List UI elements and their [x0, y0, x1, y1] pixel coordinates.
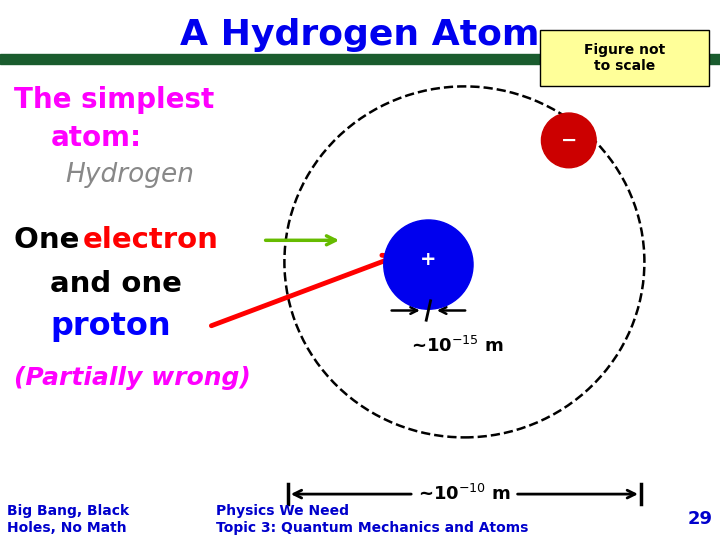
- Text: Physics We Need
Topic 3: Quantum Mechanics and Atoms: Physics We Need Topic 3: Quantum Mechani…: [216, 504, 528, 535]
- Text: (Partially wrong): (Partially wrong): [14, 366, 251, 390]
- Text: A Hydrogen Atom: A Hydrogen Atom: [180, 18, 540, 52]
- Text: −: −: [561, 131, 577, 150]
- Bar: [0, 54, 720, 64]
- FancyBboxPatch shape: [540, 30, 709, 86]
- Text: ~10$^{-10}$ m: ~10$^{-10}$ m: [418, 484, 511, 504]
- Ellipse shape: [384, 220, 473, 309]
- Ellipse shape: [541, 113, 596, 168]
- Text: atom:: atom:: [50, 124, 142, 152]
- Text: Figure not
to scale: Figure not to scale: [584, 43, 665, 73]
- Text: 29: 29: [688, 510, 713, 529]
- Text: proton: proton: [50, 311, 171, 342]
- Text: electron: electron: [83, 226, 219, 254]
- Text: One: One: [14, 226, 90, 254]
- Text: ~10$^{-15}$ m: ~10$^{-15}$ m: [410, 335, 504, 356]
- Text: and one: and one: [50, 269, 182, 298]
- Text: Hydrogen: Hydrogen: [65, 163, 194, 188]
- Text: Big Bang, Black
Holes, No Math: Big Bang, Black Holes, No Math: [7, 504, 130, 535]
- Text: The simplest: The simplest: [14, 86, 215, 114]
- Text: +: +: [420, 249, 436, 269]
